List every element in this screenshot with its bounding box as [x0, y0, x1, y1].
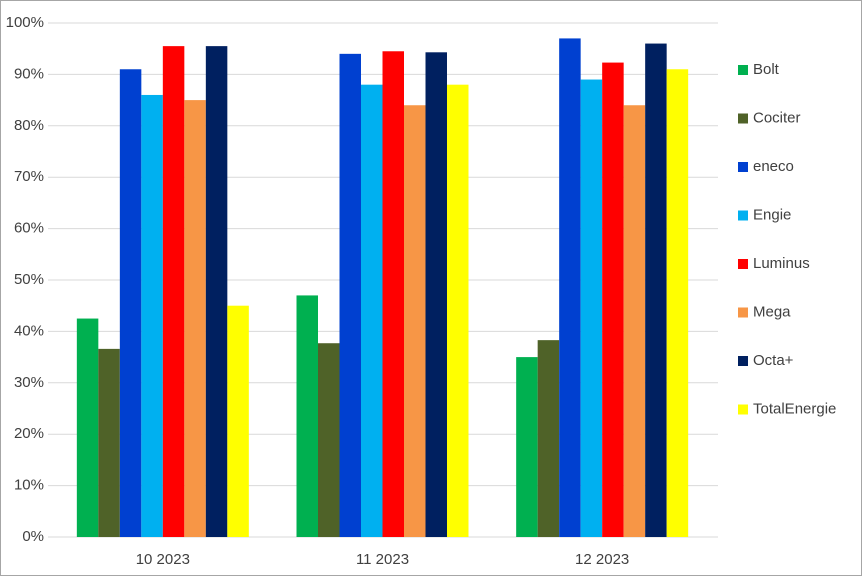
- legend-swatch: [738, 65, 748, 75]
- legend-label: eneco: [753, 158, 794, 175]
- bar: [205, 46, 228, 537]
- legend-label: Engie: [753, 206, 791, 223]
- bar: [296, 295, 318, 537]
- bar: [119, 69, 142, 537]
- y-tick-label: 40%: [14, 322, 44, 339]
- bar: [98, 348, 120, 537]
- bar: [318, 343, 340, 537]
- legend-label: Octa+: [753, 352, 794, 369]
- y-tick-label: 50%: [14, 271, 44, 288]
- bar: [537, 340, 560, 537]
- bar: [404, 105, 426, 538]
- bar: [425, 52, 447, 537]
- bar: [141, 94, 163, 538]
- bar: [623, 105, 646, 538]
- legend-label: Mega: [753, 303, 791, 320]
- bar: [447, 84, 469, 538]
- legend-label: Bolt: [753, 61, 780, 78]
- bar: [666, 69, 689, 537]
- y-tick-label: 100%: [6, 14, 44, 31]
- y-tick-label: 70%: [14, 168, 44, 185]
- bar: [559, 38, 581, 538]
- y-tick-label: 10%: [14, 477, 44, 494]
- y-tick-label: 30%: [14, 374, 44, 391]
- legend-label: TotalEnergie: [753, 400, 836, 417]
- legend-swatch: [738, 356, 748, 366]
- y-tick-label: 0%: [22, 528, 44, 545]
- x-tick-label: 10 2023: [136, 551, 190, 568]
- y-tick-label: 90%: [14, 65, 44, 82]
- legend-label: Cociter: [753, 109, 801, 126]
- y-tick-label: 60%: [14, 220, 44, 237]
- bar: [382, 51, 404, 538]
- y-tick-label: 20%: [14, 425, 44, 442]
- bar: [184, 100, 206, 537]
- x-tick-label: 11 2023: [356, 551, 409, 568]
- bar: [227, 305, 249, 537]
- bar: [76, 318, 99, 537]
- bar: [361, 84, 383, 538]
- x-tick-label: 12 2023: [575, 551, 629, 568]
- bar: [580, 79, 603, 537]
- legend-swatch: [738, 404, 748, 415]
- legend-swatch: [738, 259, 748, 269]
- bar: [516, 357, 538, 537]
- y-tick-label: 80%: [14, 117, 44, 134]
- legend-label: Luminus: [753, 255, 810, 272]
- bar: [602, 62, 624, 537]
- bar: [339, 53, 361, 538]
- legend-swatch: [738, 210, 748, 221]
- legend-swatch: [738, 113, 748, 124]
- bar: [162, 46, 185, 537]
- bar: [645, 43, 667, 538]
- legend-swatch: [738, 307, 748, 318]
- legend-swatch: [738, 162, 748, 172]
